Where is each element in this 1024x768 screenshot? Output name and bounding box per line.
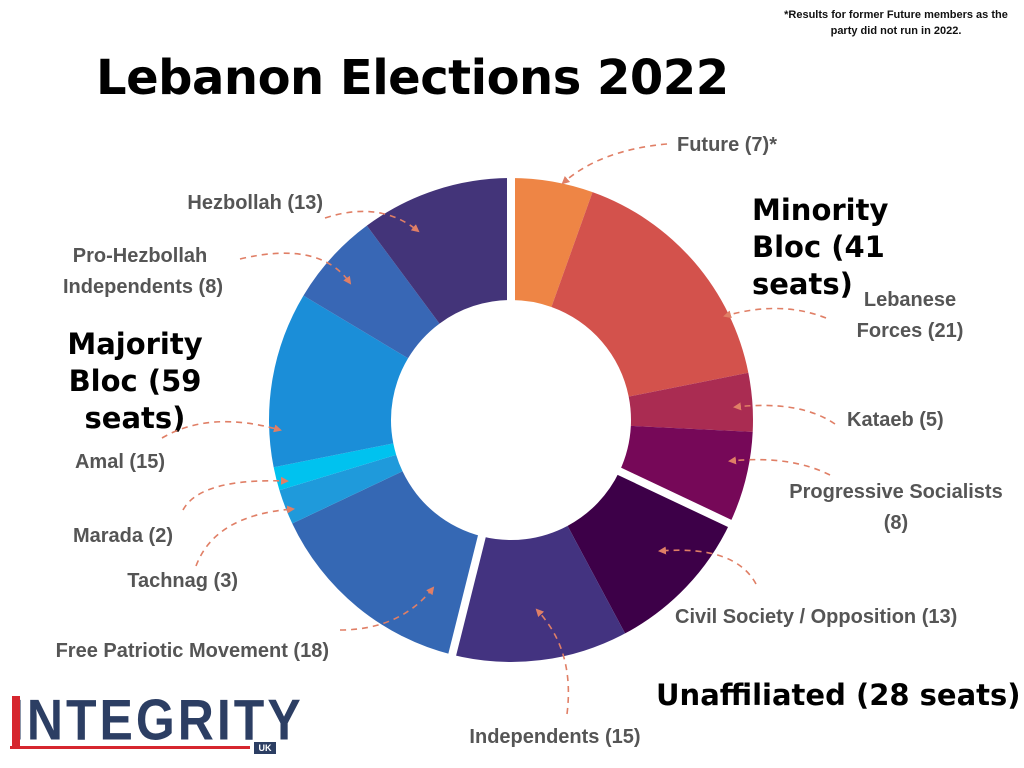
slice-tachnag-3 (279, 454, 403, 524)
annotation-arrows (161, 143, 836, 715)
arrow-tachnag-3 (195, 505, 295, 567)
arrow-future-7 (561, 143, 668, 185)
slice-lebanese-forces-21 (551, 192, 749, 397)
label-hezbollah-13: Hezbollah (13) (187, 192, 323, 214)
label-independents-15: Independents (15) (469, 726, 640, 748)
slice-progressive-socialists-8 (619, 425, 753, 524)
label-free-patriotic-movement-18: Free Patriotic Movement (18) (56, 640, 329, 662)
label-marada-2: Marada (2) (73, 525, 173, 547)
slice-hezbollah-13 (366, 178, 511, 324)
logo-wordmark: INTEGRITY (10, 687, 304, 753)
minority-bloc-label: Minority Bloc (41 seats) (752, 193, 889, 301)
page-title: Lebanon Elections 2022 (96, 50, 729, 106)
slice-free-patriotic-movement-18 (292, 471, 482, 655)
label-pro-hezbollah-independents-8: Pro-Hezbollah Independents (8) (63, 245, 223, 298)
label-civil-society-opposition-13: Civil Society / Opposition (13) (675, 606, 957, 628)
arrow-amal-15 (161, 420, 282, 439)
group-separator (447, 531, 487, 660)
arrow-kataeb-5 (733, 402, 836, 425)
unaffiliated-bloc-label: Unaffiliated (28 seats) (656, 678, 1021, 712)
label-lebanese-forces-21: Lebanese Forces (21) (857, 289, 964, 342)
label-amal-15: Amal (15) (75, 451, 165, 473)
arrow-hezbollah-13 (324, 210, 420, 233)
slice-future-7 (511, 178, 593, 308)
label-future-7: Future (7)* (677, 134, 777, 156)
arrow-civil-society-opposition-13 (658, 546, 757, 585)
footnote: *Results for former Future members as th… (784, 9, 1008, 37)
slice-marada-2 (273, 443, 397, 491)
logo-accent-bar (12, 696, 20, 748)
majority-bloc-label: Majority Bloc (59 seats) (67, 327, 203, 435)
donut-slices (269, 174, 753, 662)
logo-uk-badge: UK (254, 742, 276, 754)
group-separator (614, 465, 736, 529)
label-tachnag-3: Tachnag (3) (127, 570, 238, 592)
arrow-marada-2 (182, 476, 289, 511)
slice-independents-15 (452, 525, 626, 662)
arrow-independents-15 (535, 608, 570, 715)
label-progressive-socialists-8: Progressive Socialists (8) (789, 481, 1002, 534)
logo-underline (10, 746, 250, 749)
arrow-free-patriotic-movement-18 (339, 586, 435, 631)
slice-labels: Future (7)* Lebanese Forces (21) Kataeb (5)… (56, 134, 1003, 748)
slice-pro-hezbollah-independents-8 (303, 225, 440, 359)
slice-amal-15 (269, 295, 409, 468)
slice-kataeb-5 (628, 372, 753, 432)
arrow-pro-hezbollah-independents-8 (239, 252, 352, 285)
integrity-uk-logo: INTEGRITY UK (10, 690, 301, 758)
arrow-lebanese-forces-21 (723, 307, 827, 319)
slice-civil-society-opposition-13 (567, 471, 730, 634)
label-kataeb-5: Kataeb (5) (847, 409, 944, 431)
arrow-progressive-socialists-8 (728, 456, 831, 476)
